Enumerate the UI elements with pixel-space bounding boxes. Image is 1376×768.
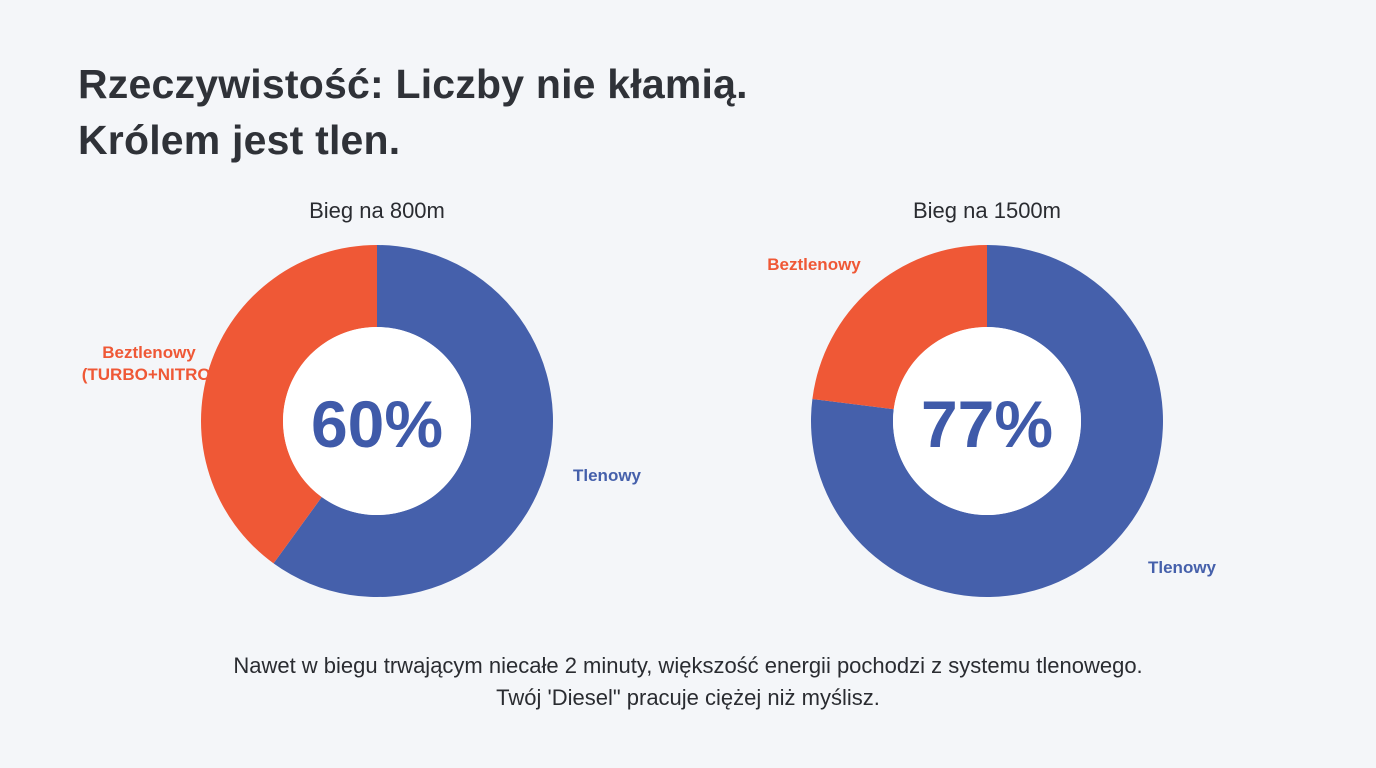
caption: Nawet w biegu trwającym niecałe 2 minuty…	[0, 650, 1376, 714]
center-percentage-label: 77%	[921, 387, 1053, 461]
slice-label: Beztlenowy	[767, 255, 861, 274]
donut-slice	[812, 245, 987, 410]
caption-line-2: Twój 'Diesel" pracuje ciężej niż myślisz…	[496, 685, 880, 710]
slice-label-line: Beztlenowy	[767, 255, 861, 274]
donut-slice	[200, 245, 377, 564]
slide-title: Rzeczywistość: Liczby nie kłamią. Królem…	[78, 56, 748, 168]
donut-slice	[273, 245, 553, 597]
chart-title: Bieg na 800m	[309, 198, 445, 223]
center-percentage-label: 60%	[311, 387, 443, 461]
slice-label: Beztlenowy (TURBO+NITRO)	[82, 343, 217, 384]
donut-chart-1500m: Bieg na 1500m 77% Tlenowy Beztlenowy	[707, 190, 1267, 620]
slide-title-line-2: Królem jest tlen.	[78, 117, 401, 163]
slide-title-line-1: Rzeczywistość: Liczby nie kłamią.	[78, 61, 748, 107]
donut-hole	[283, 327, 471, 515]
slice-label-line: Tlenowy	[573, 466, 642, 485]
chart-title: Bieg na 1500m	[913, 198, 1061, 223]
slice-label: Tlenowy	[573, 466, 642, 485]
donut-hole	[893, 327, 1081, 515]
caption-line-1: Nawet w biegu trwającym niecałe 2 minuty…	[233, 653, 1143, 678]
donut-slice	[811, 245, 1163, 597]
donut-chart-svg: 77% Tlenowy Beztlenowy	[767, 245, 1217, 597]
slice-label-line: Tlenowy	[1148, 558, 1217, 577]
slice-label-line: Beztlenowy	[102, 343, 196, 362]
slice-label: Tlenowy	[1148, 558, 1217, 577]
donut-chart-800m: Bieg na 800m 60% Tlenowy Beztlenowy (TURBO+…	[82, 190, 657, 620]
donut-chart-svg: 60% Tlenowy Beztlenowy (TURBO+NITRO)	[82, 245, 642, 597]
slice-label-line: (TURBO+NITRO)	[82, 365, 217, 384]
